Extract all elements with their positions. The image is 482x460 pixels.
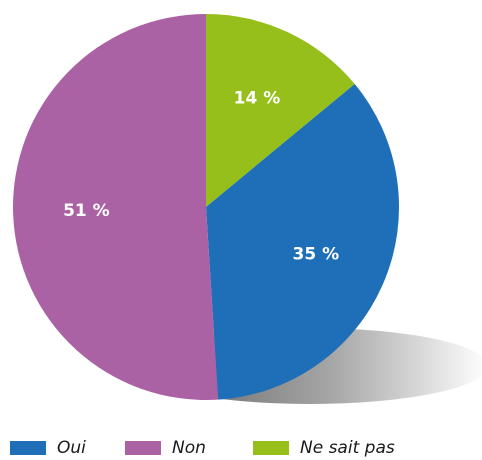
legend-label-non: Non <box>172 438 206 458</box>
legend-item-non: Non <box>125 436 206 460</box>
legend-item-oui: Oui <box>10 436 86 460</box>
legend-swatch-oui <box>10 441 46 455</box>
legend-label-oui: Oui <box>57 438 86 458</box>
legend-swatch-non <box>125 441 161 455</box>
legend: Oui Non Ne sait pas <box>0 436 482 460</box>
slice-label-ne-sait-pas: 14 % <box>234 89 281 109</box>
legend-label-ne-sait-pas: Ne sait pas <box>300 438 395 458</box>
pie-slice-oui <box>206 83 399 400</box>
pie-slice-non <box>13 14 219 400</box>
slice-label-oui: 35 % <box>293 245 340 265</box>
slice-label-non: 51 % <box>63 201 110 221</box>
legend-item-ne-sait-pas: Ne sait pas <box>253 436 395 460</box>
legend-swatch-ne-sait-pas <box>253 441 289 455</box>
pie-slice-ne-sait-pas <box>206 14 355 207</box>
pie-chart-canvas: 14 % 35 % 51 % <box>13 14 482 404</box>
